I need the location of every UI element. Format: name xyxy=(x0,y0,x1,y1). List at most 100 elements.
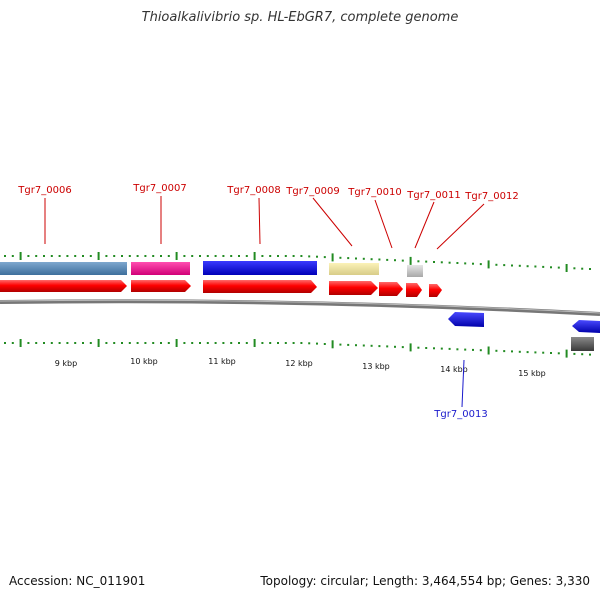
gene-bar-0009[interactable] xyxy=(329,263,379,275)
minor-tick xyxy=(534,265,537,268)
minor-tick xyxy=(448,347,451,350)
label-tgr7-0006[interactable]: Tgr7_0006 xyxy=(17,185,71,196)
minor-tick xyxy=(581,353,584,356)
minor-tick xyxy=(27,255,30,257)
major-tick xyxy=(565,264,568,272)
minor-tick xyxy=(542,265,545,268)
cds-arrow-0009[interactable] xyxy=(329,281,378,295)
minor-tick xyxy=(11,255,14,257)
minor-tick xyxy=(534,351,537,354)
minor-tick xyxy=(50,255,53,257)
label-tgr7-0011[interactable]: Tgr7_0011 xyxy=(406,190,460,201)
major-tick xyxy=(487,346,490,355)
minor-tick xyxy=(245,342,248,344)
minor-tick xyxy=(245,255,248,257)
gene-bar-dark[interactable] xyxy=(571,337,594,351)
minor-tick xyxy=(284,255,287,257)
minor-tick xyxy=(511,350,513,353)
minor-tick xyxy=(261,342,264,344)
minor-tick xyxy=(214,255,217,257)
minor-tick xyxy=(316,342,318,345)
minor-tick xyxy=(479,263,482,266)
minor-tick xyxy=(573,267,576,270)
gene-bar-0008[interactable] xyxy=(203,261,317,275)
minor-tick xyxy=(394,345,396,348)
minor-tick xyxy=(121,255,123,257)
major-tick xyxy=(97,252,100,260)
label-tgr7-0008[interactable]: Tgr7_0008 xyxy=(226,185,280,196)
minor-tick xyxy=(339,343,342,346)
minor-tick xyxy=(152,255,155,257)
minor-tick xyxy=(183,255,186,257)
gene-bar-0007[interactable] xyxy=(131,262,190,275)
cds-arrow-0007[interactable] xyxy=(131,280,191,292)
minor-tick xyxy=(433,261,435,263)
minor-tick xyxy=(11,342,14,344)
minor-tick xyxy=(206,255,209,257)
kbp-label: 15 kbp xyxy=(518,369,546,378)
cds-arrow-0006[interactable] xyxy=(0,280,127,292)
minor-tick xyxy=(43,342,45,344)
minor-tick xyxy=(355,257,357,260)
cds-arrow-0013[interactable] xyxy=(448,312,484,327)
major-tick xyxy=(253,252,256,260)
cds-arrow-0011[interactable] xyxy=(406,283,422,297)
minor-tick xyxy=(550,266,552,269)
minor-tick xyxy=(347,343,350,346)
minor-tick xyxy=(542,351,545,354)
label-tgr7-0013[interactable]: Tgr7_0013 xyxy=(433,409,487,420)
minor-tick xyxy=(417,260,420,263)
minor-tick xyxy=(160,342,162,344)
minor-tick xyxy=(557,266,560,269)
minor-tick xyxy=(66,342,69,344)
minor-tick xyxy=(526,265,529,268)
minor-tick xyxy=(35,255,38,257)
top-labels: Tgr7_0006 Tgr7_0007 Tgr7_0008 Tgr7_0009 … xyxy=(17,183,518,202)
minor-tick xyxy=(238,342,240,344)
minor-tick xyxy=(362,257,365,260)
minor-tick xyxy=(495,263,498,266)
minor-tick xyxy=(386,345,389,348)
major-tick xyxy=(487,260,490,269)
minor-tick xyxy=(339,256,342,259)
cds-arrow-0008[interactable] xyxy=(203,280,317,293)
minor-tick xyxy=(557,352,560,355)
minor-tick xyxy=(573,352,576,355)
label-tgr7-0007[interactable]: Tgr7_0007 xyxy=(132,183,186,194)
minor-tick xyxy=(144,342,147,344)
minor-tick xyxy=(433,347,435,350)
major-tick xyxy=(175,339,178,347)
minor-tick xyxy=(448,261,451,264)
cds-arrow-0010[interactable] xyxy=(379,282,403,296)
label-tgr7-0009[interactable]: Tgr7_0009 xyxy=(285,186,339,197)
label-tgr7-0012[interactable]: Tgr7_0012 xyxy=(464,191,518,202)
minor-tick xyxy=(472,348,474,351)
gene-bar-0006[interactable] xyxy=(0,262,127,275)
major-tick xyxy=(331,340,334,349)
minor-tick xyxy=(74,342,77,344)
major-tick xyxy=(409,343,412,352)
minor-tick xyxy=(50,342,53,344)
minor-tick xyxy=(464,262,467,265)
minor-tick xyxy=(261,255,264,257)
kbp-label: 12 kbp xyxy=(285,359,313,368)
minor-tick xyxy=(27,342,30,344)
minor-tick xyxy=(425,260,428,263)
minor-tick xyxy=(113,255,116,257)
cds-arrow-0012[interactable] xyxy=(429,284,442,297)
minor-tick xyxy=(4,255,6,257)
minor-tick xyxy=(472,262,474,265)
minor-tick xyxy=(105,342,108,344)
label-tgr7-0010[interactable]: Tgr7_0010 xyxy=(347,187,401,198)
cds-arrow-0014[interactable] xyxy=(572,320,600,333)
gene-bar-0011[interactable] xyxy=(407,265,423,277)
minor-tick xyxy=(417,346,420,349)
minor-tick xyxy=(66,255,69,257)
minor-tick xyxy=(300,255,303,257)
minor-tick xyxy=(43,255,45,257)
minor-tick xyxy=(199,342,201,344)
minor-tick xyxy=(526,351,529,354)
minor-tick xyxy=(550,352,552,354)
